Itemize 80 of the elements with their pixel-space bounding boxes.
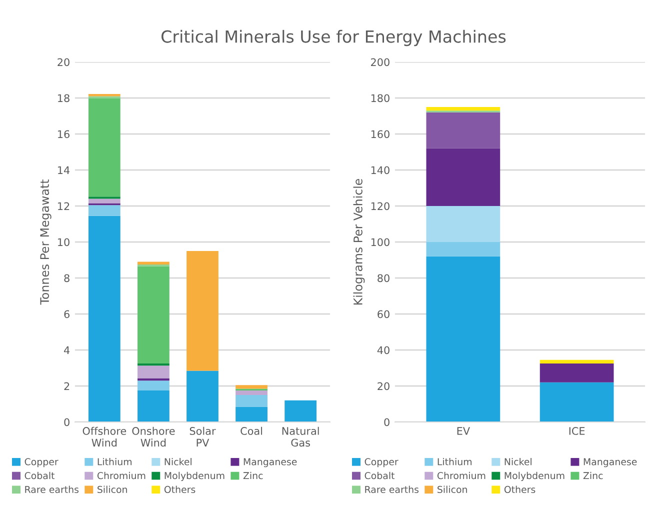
legend-label: Silicon [98,486,127,494]
x-tick-label: Offshore Wind [82,426,126,447]
legend-label: Nickel [504,458,532,466]
bar [88,198,120,204]
legend-label: Rare earths [25,486,79,494]
y-tick-label: 18 [58,94,70,102]
bar [88,96,120,99]
x-tick-label: Coal [240,426,262,435]
bar [138,262,170,264]
y-tick-label: 8 [64,274,70,282]
legend-label: Silicon [438,486,467,494]
bar [540,360,614,364]
y-tick-label: 16 [58,130,70,138]
legend-label: Lithium [438,458,472,466]
legend-label: Cobalt [24,472,55,480]
bar [138,390,170,422]
bar [236,395,268,407]
legend-label: Manganese [584,458,637,468]
legend-label: Others [164,486,196,494]
bar [236,406,268,422]
chart-title: Critical Minerals Use for Energy Machines [162,30,506,46]
y-tick-label: 12 [58,202,70,210]
bar [426,107,500,111]
bar [138,380,170,390]
y-axis-title: Kilograms Per Vehicle [353,178,365,304]
bar [138,366,170,378]
legend-label: Zinc [583,472,603,480]
bar [540,382,614,422]
y-tick-label: 10 [58,238,70,246]
y-tick-label: 200 [371,58,390,66]
legend-label: Molybdenum [504,472,564,482]
y-tick-label: 40 [377,346,390,354]
bar [236,390,268,395]
x-tick-label: ICE [569,427,585,435]
y-tick-label: 20 [58,58,70,66]
bar [426,206,500,242]
legend-label: Rare earths [365,486,419,494]
y-tick-label: 140 [371,166,390,174]
legend-label: Nickel [164,458,192,466]
y-tick-label: 0 [64,418,70,426]
legend-label: Molybdenum [164,472,224,482]
legend-label: Chromium [437,472,486,480]
y-tick-label: 14 [58,166,70,174]
y-tick-label: 100 [371,238,390,246]
x-tick-label: Solar PV [190,426,216,446]
legend-label: Manganese [244,458,297,468]
bar [186,251,218,371]
bar [426,242,500,256]
y-tick-label: 60 [378,310,390,318]
y-tick-label: 80 [378,274,390,282]
x-tick-label: EV [457,427,470,435]
y-axis-title: Tonnes Per Megawatt [40,180,52,305]
bar [138,266,170,364]
y-tick-label: 2 [64,382,70,390]
legend-label: Copper [364,458,398,468]
legend-label: Zinc [243,472,263,480]
y-tick-label: 120 [371,202,390,210]
x-tick-label: Natural Gas [282,426,319,447]
x-tick-label: Onshore Wind [132,426,175,447]
y-tick-label: 0 [384,418,390,426]
bar [88,216,120,422]
bar [88,205,120,216]
legend-label: Cobalt [364,472,395,480]
bar [236,385,268,389]
bar [426,256,500,422]
bar [284,400,317,422]
bar [186,370,218,422]
y-tick-label: 160 [371,130,390,138]
legend-label: Copper [24,458,58,468]
legend-label: Lithium [98,458,132,466]
bar [88,98,120,197]
y-tick-label: 6 [64,310,70,318]
bar [426,148,500,206]
y-tick-label: 20 [378,382,390,390]
bar [540,364,614,382]
legend-label: Others [504,486,536,494]
legend-label: Chromium [97,472,146,480]
y-tick-label: 180 [371,94,390,102]
y-tick-label: 4 [64,346,70,354]
bar [426,112,500,148]
